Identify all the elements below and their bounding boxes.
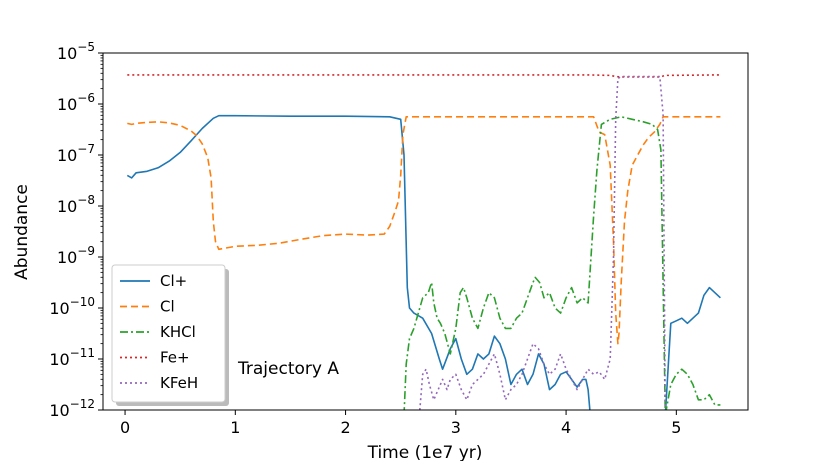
y-tick-label: 10−6 xyxy=(57,91,95,114)
x-axis-label: Time (1e7 yr) xyxy=(367,443,483,461)
series-layer xyxy=(126,74,721,410)
x-tick-label: 0 xyxy=(120,418,130,437)
x-axis-ticks: 0 1 2 3 4 5 xyxy=(120,410,681,437)
y-axis-label: Abundance xyxy=(12,184,32,280)
series-line-khcl xyxy=(403,116,721,410)
legend-box xyxy=(111,264,226,403)
legend-label: Cl+ xyxy=(160,272,187,290)
legend-label: KFeH xyxy=(160,374,198,392)
series-line-kfeh xyxy=(419,75,667,410)
x-tick-label: 3 xyxy=(451,418,461,437)
legend-entries: Cl+ Cl KHCl Fe+ KFeH xyxy=(120,272,198,392)
series-line-clplus xyxy=(126,114,721,410)
plot-frame xyxy=(102,52,749,411)
y-tick-label: 10−7 xyxy=(57,142,95,165)
y-tick-label: 10−11 xyxy=(49,346,95,369)
x-tick-label: 1 xyxy=(230,418,240,437)
legend: Cl+ Cl KHCl Fe+ KFeH xyxy=(111,264,229,406)
series-line-feplus xyxy=(127,74,721,78)
y-tick-label: 10−9 xyxy=(57,244,95,267)
trajectory-annotation: Trajectory A xyxy=(237,359,339,379)
legend-label: KHCl xyxy=(160,323,196,341)
legend-label: Fe+ xyxy=(160,349,190,367)
x-tick-label: 4 xyxy=(561,418,571,437)
y-tick-label: 10−12 xyxy=(49,397,95,420)
y-tick-label: 10−10 xyxy=(49,295,95,318)
x-tick-label: 2 xyxy=(340,418,350,437)
y-tick-label: 10−5 xyxy=(57,40,95,63)
y-axis-ticks: 10−12 10−11 10−10 10−9 10−8 10−7 10−6 10−5 xyxy=(49,40,103,420)
series-line-cl xyxy=(127,116,721,345)
legend-label: Cl xyxy=(160,298,175,316)
y-tick-label: 10−8 xyxy=(57,193,95,216)
x-tick-label: 5 xyxy=(671,418,681,437)
